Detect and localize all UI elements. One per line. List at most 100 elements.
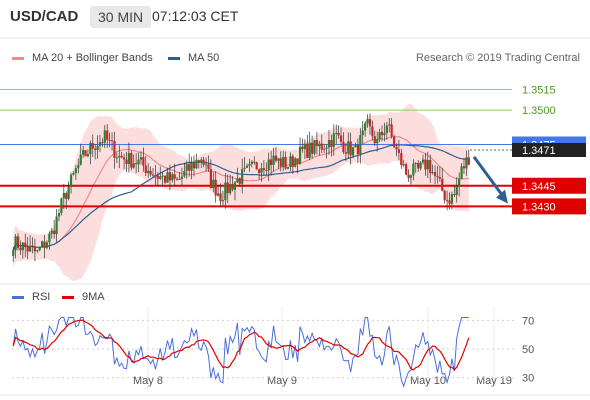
rsi-line [12, 316, 469, 388]
candle-body [262, 168, 265, 171]
candle-body [465, 157, 468, 169]
candle-body [156, 175, 159, 179]
candle-body [301, 146, 304, 150]
candle-body [291, 156, 294, 167]
candle-body [113, 141, 116, 158]
candle-body [53, 230, 56, 235]
candle-body [209, 169, 212, 189]
candle-body [245, 165, 249, 168]
candle-body [426, 159, 429, 170]
candle-body [320, 143, 323, 150]
x-tick-label: May 19 [476, 375, 512, 387]
candle-body [318, 143, 321, 147]
candle-body [50, 230, 53, 234]
candle-body [446, 200, 449, 202]
candle-body [325, 147, 328, 149]
candle-body [279, 158, 282, 167]
candle-body [400, 152, 403, 166]
candle-body [41, 241, 44, 248]
candle-body [127, 152, 131, 165]
candle-body [144, 165, 147, 174]
candle-body [43, 241, 46, 248]
candle-body [405, 164, 408, 175]
candle-body [298, 146, 302, 165]
candle-body [417, 163, 420, 169]
candle-body [390, 124, 393, 137]
rsi-ma-legend-label: 9MA [82, 291, 105, 303]
candle-body [221, 200, 225, 202]
candle-body [270, 159, 273, 165]
bollinger-swatch [12, 56, 24, 60]
legend-9ma: 9MA [62, 291, 105, 303]
candle-body [178, 178, 181, 180]
candle-body [347, 141, 350, 154]
last-price-label: 1.3471 [522, 145, 556, 157]
candle-body [202, 159, 205, 165]
rsi-ma-line [12, 319, 470, 371]
candle-body [183, 170, 186, 177]
candle-body [219, 193, 222, 202]
candle-body [274, 155, 278, 161]
candle-body [163, 175, 167, 183]
forecast-arrow-head [496, 189, 508, 204]
legend-bollinger: MA 20 + Bollinger Bands [12, 52, 153, 64]
candle-body [407, 174, 410, 178]
candle-body [212, 179, 215, 189]
candle-body [45, 242, 49, 248]
candle-body [118, 155, 121, 158]
candle-body [332, 133, 335, 147]
candle-body [14, 236, 17, 251]
candle-body [458, 178, 461, 187]
candle-body [159, 176, 162, 179]
candle-body [147, 170, 150, 174]
candle-body [86, 154, 90, 157]
x-tick-label: May 10 [410, 375, 446, 387]
candle-body [441, 178, 444, 191]
candle-body [453, 194, 456, 196]
candle-body [82, 150, 85, 155]
candle-body [255, 162, 258, 170]
candle-body [84, 150, 87, 157]
candle-body [419, 162, 422, 169]
candle-body [241, 168, 244, 184]
resistance-level-0-label: 1.3515 [522, 85, 556, 97]
candle-body [166, 172, 169, 183]
candle-body [243, 167, 246, 169]
support-level-4-label: 1.3445 [522, 181, 556, 193]
candle-body [303, 143, 306, 150]
timeframe-badge[interactable]: 30 MIN [90, 6, 152, 28]
chart-header: USD/CAD 30 MIN 07:12:03 CET [0, 0, 590, 38]
rsi-swatch [12, 295, 24, 299]
candle-body [96, 145, 99, 150]
candle-body [137, 159, 140, 165]
candle-body [414, 163, 417, 165]
candle-body [429, 159, 432, 174]
candle-body [19, 247, 22, 251]
candle-body [265, 170, 268, 172]
candle-body [351, 147, 355, 156]
candle-body [229, 184, 232, 194]
candle-body [323, 148, 326, 150]
candle-body [395, 146, 398, 150]
candle-body [412, 163, 415, 176]
candle-body [108, 139, 111, 141]
candle-body [467, 157, 470, 165]
candle-body [421, 159, 425, 163]
candle-body [272, 155, 275, 165]
candle-body [282, 156, 285, 167]
candle-body [207, 164, 210, 170]
candle-body [125, 159, 128, 165]
candle-body [409, 175, 413, 178]
last-price-box [512, 143, 586, 157]
ma50-swatch [168, 56, 180, 60]
rsi-tick-label: 50 [522, 344, 534, 356]
candle-body [448, 200, 451, 204]
candle-body [12, 250, 15, 256]
candle-body [200, 159, 203, 162]
candle-body [120, 155, 123, 158]
candle-body [253, 161, 256, 163]
candle-body [337, 132, 340, 136]
candle-body [94, 148, 97, 150]
candle-body [438, 177, 441, 179]
